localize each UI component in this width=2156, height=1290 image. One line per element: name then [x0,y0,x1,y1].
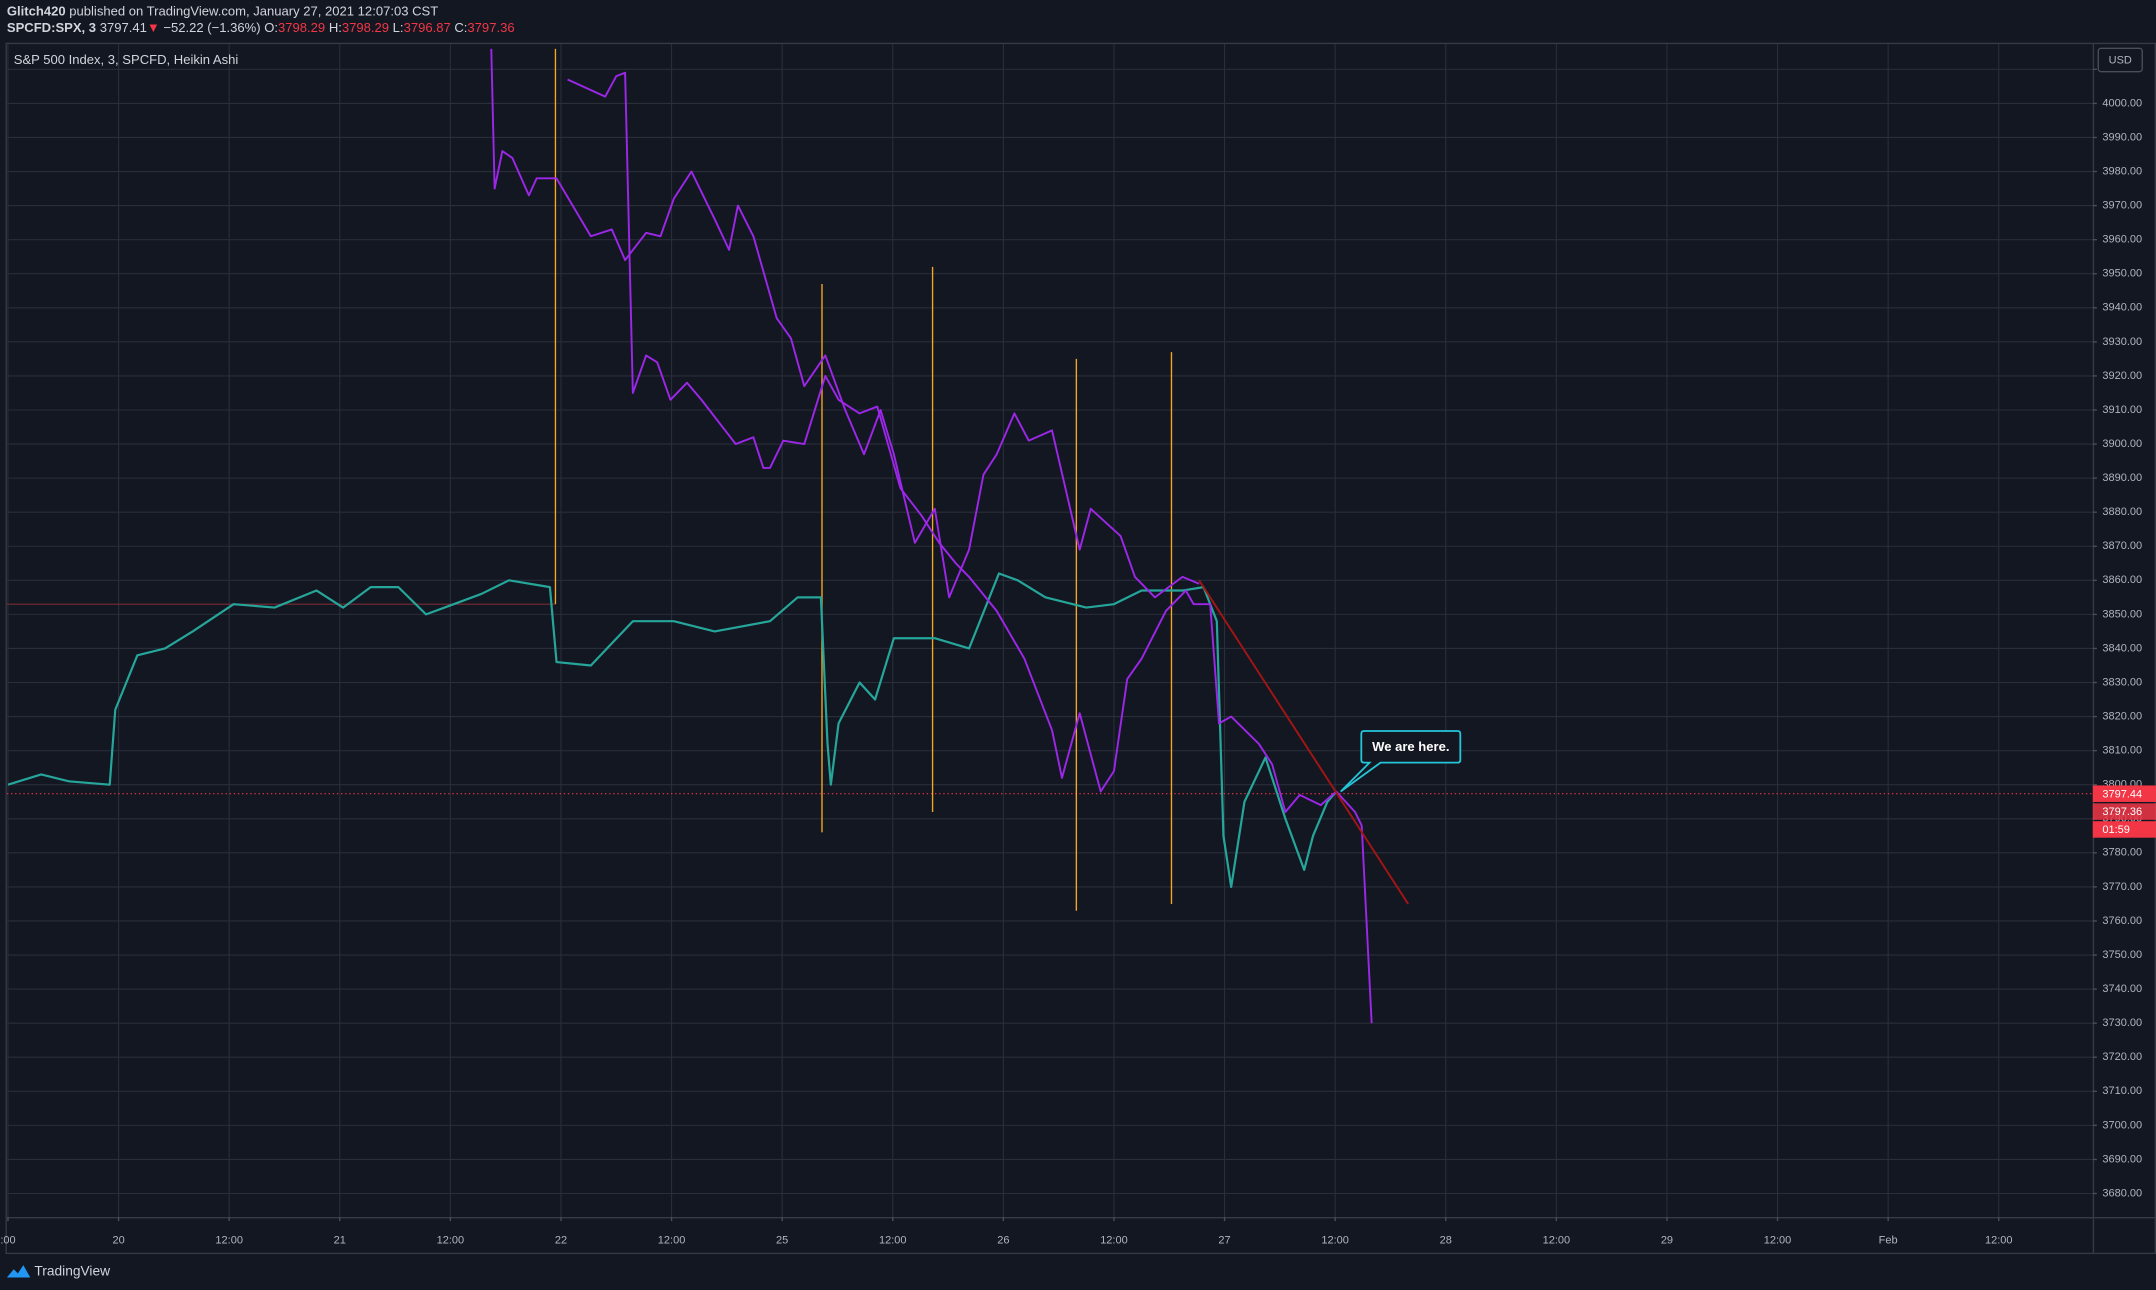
x-tick-label: 12:00 [437,1234,465,1246]
brand-logo [6,1265,31,1278]
currency-box [2097,47,2143,73]
x-tick-label: 12:00 [215,1234,243,1246]
series-line [567,71,1373,1024]
price-tag [2092,785,2156,802]
y-tick-label: 3850.00 [2102,608,2142,620]
l: 3796.87 [404,20,451,35]
price-tag [2092,821,2156,838]
x-tick-label: Feb [1879,1234,1898,1246]
y-tick-label: 3870.00 [2102,540,2142,552]
publish-line: Glitch420 published on TradingView.com, … [7,4,438,19]
o-label: O: [264,20,278,35]
x-tick-label: 25 [776,1234,788,1246]
c-label: C: [454,20,467,35]
x-tick-label: 27 [1218,1234,1230,1246]
grid [6,44,2093,1217]
author: Glitch420 [7,4,66,19]
x-tick-label: 20 [112,1234,124,1246]
series-line [1198,579,1409,905]
price-tag [2092,803,2156,820]
x-tick-label: 12:00 [1985,1234,2013,1246]
x-tick-label: 12:00 [1764,1234,1792,1246]
last: 3797.41 [100,20,147,35]
callout [1340,730,1462,793]
y-tick-label: 3810.00 [2102,745,2142,757]
c: 3797.36 [467,20,514,35]
x-tick-label: 26 [997,1234,1009,1246]
y-tick-label: 3720.00 [2102,1051,2142,1063]
series-line [7,572,1338,889]
symbol: SPCFD:SPX, 3 [7,20,96,35]
legend-title: S&P 500 Index, 3, SPCFD, Heikin Ashi [14,52,239,67]
y-tick-label: 3710.00 [2102,1085,2142,1097]
footer [0,1254,2156,1290]
x-tick-label: 12:00 [1543,1234,1571,1246]
y-tick-label: 3910.00 [2102,404,2142,416]
l-label: L: [393,20,404,35]
y-tick-label: 3840.00 [2102,642,2142,654]
y-tick-label: 3920.00 [2102,370,2142,382]
x-tick-label: 12:00 [1321,1234,1349,1246]
price-tag-label: 3797.44 [2102,788,2142,800]
axes: 3680.00 3690.00 3700.00 3710.00 3720.00 3730.… [0,63,2156,1246]
y-tick-label: 4000.00 [2102,97,2142,109]
brand: TradingView [34,1264,110,1279]
arrow: ▼ [147,20,160,35]
change: −52.22 (−1.36%) [163,20,260,35]
x-tick-label: 22 [555,1234,567,1246]
x-tick-label: 12:00 [879,1234,907,1246]
price-tag-label: 01:59 [2102,824,2130,836]
y-tick-label: 3860.00 [2102,574,2142,586]
y-tick-label: 3940.00 [2102,302,2142,314]
y-tick-label: 3750.00 [2102,949,2142,961]
y-tick-label: 3680.00 [2102,1187,2142,1199]
x-tick-label: 12:00 [1100,1234,1128,1246]
x-tick-label: 29 [1661,1234,1673,1246]
series-line [490,48,1200,599]
y-tick-label: 3880.00 [2102,506,2142,518]
y-tick-label: 3950.00 [2102,268,2142,280]
y-tick-label: 3930.00 [2102,336,2142,348]
chart-frame [5,42,2156,1255]
y-tick-label: 3740.00 [2102,983,2142,995]
x-tick-label: 12:00 [658,1234,686,1246]
o: 3798.29 [278,20,325,35]
y-tick-label: 3990.00 [2102,131,2142,143]
y-tick-label: 3820.00 [2102,710,2142,722]
y-tick-label: 3690.00 [2102,1153,2142,1165]
y-tick-label: 3770.00 [2102,881,2142,893]
y-tick-label: 3760.00 [2102,915,2142,927]
y-tick-label: 3700.00 [2102,1119,2142,1131]
h: 3798.29 [342,20,389,35]
y-tick-label: 3900.00 [2102,438,2142,450]
y-tick-label: 3830.00 [2102,676,2142,688]
published: published on TradingView.com, January 27… [69,4,438,19]
x-tick-label: 28 [1440,1234,1452,1246]
y-tick-label: 3890.00 [2102,472,2142,484]
plot: We are here. [6,48,2093,1024]
y-tick-label: 3780.00 [2102,847,2142,859]
y-tick-label: 3970.00 [2102,200,2142,212]
x-tick-label: 21 [334,1234,346,1246]
price-tag-label: 3797.36 [2102,806,2142,818]
y-tick-label: 3730.00 [2102,1017,2142,1029]
h-label: H: [329,20,342,35]
y-tick-label: 3980.00 [2102,165,2142,177]
y-tick-label: 3960.00 [2102,234,2142,246]
currency: USD [2109,55,2132,67]
symbol-line: SPCFD:SPX, 3 3797.41▼ −52.22 (−1.36%) O:… [7,20,515,35]
callout-text: We are here. [1372,739,1449,754]
x-tick-label: :00 [0,1234,15,1246]
